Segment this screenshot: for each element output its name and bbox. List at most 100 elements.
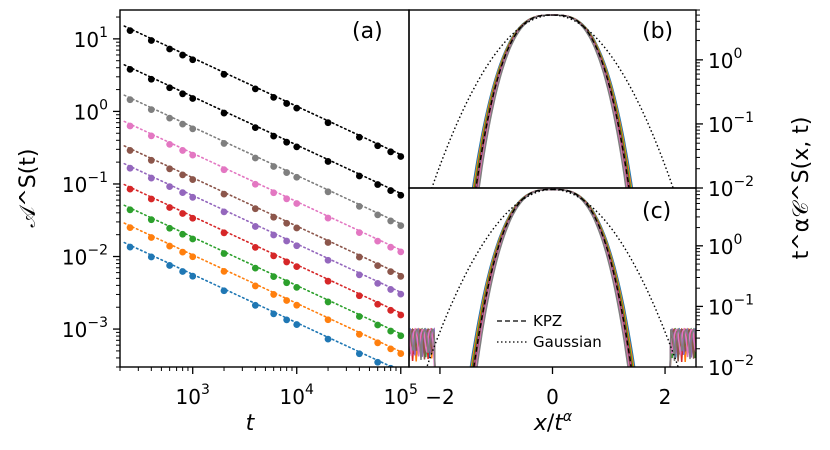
series-5-point-12 [374, 279, 382, 287]
series-4-point-12 [374, 262, 382, 270]
series-3-point-9 [293, 200, 301, 207]
series-1-point-4 [189, 95, 197, 102]
series-8-point-6 [251, 282, 259, 290]
a-y-tick-label-2: 10−1 [62, 170, 108, 197]
series-9-point-0 [126, 243, 134, 251]
series-2-point-4 [189, 125, 197, 133]
series-9-point-3 [179, 268, 187, 275]
series-1-point-0 [126, 65, 134, 73]
series-7-point-0 [126, 206, 134, 214]
c-gaussian-curve [426, 188, 679, 367]
series-3-point-2 [166, 140, 174, 148]
b-y-tick-label-1: 10−1 [708, 110, 754, 137]
series-8-point-12 [374, 339, 382, 347]
series-0-point-12 [374, 142, 382, 150]
panel-c-data-layer [409, 188, 696, 367]
series-0-point-3 [179, 51, 187, 59]
series-0-point-5 [220, 70, 228, 78]
series-0-point-14 [397, 153, 405, 160]
series-3-point-3 [179, 147, 187, 154]
series-3-point-4 [189, 151, 197, 159]
series-4-point-0 [126, 147, 134, 154]
series-9-point-12 [374, 358, 382, 366]
series-5-point-8 [283, 237, 291, 245]
series-1-point-11 [355, 172, 363, 180]
series-3-point-0 [126, 122, 134, 130]
series-4-point-1 [147, 156, 155, 164]
series-3-point-1 [147, 132, 155, 140]
panel-bc-y-axis-label: t^α𝒞^S(x, t) [789, 117, 814, 260]
series-8-point-0 [126, 224, 134, 232]
series-6-point-8 [283, 258, 291, 266]
series-2-point-10 [324, 188, 332, 196]
series-1-point-5 [220, 109, 228, 117]
series-4-point-4 [189, 176, 197, 183]
series-5-point-9 [293, 242, 301, 250]
series-9-point-7 [270, 310, 278, 318]
series-8-point-3 [179, 248, 187, 256]
panel-b-ticks: 10−2 10−1 100 [696, 9, 754, 201]
series-0-point-2 [166, 45, 174, 53]
panel-a-x-axis-label: t [246, 411, 256, 436]
series-6-point-5 [220, 229, 228, 237]
panel-a-tag: (a) [352, 19, 383, 44]
series-2-point-12 [374, 211, 382, 219]
legend-gaussian-label: Gaussian [533, 333, 602, 351]
series-3-point-13 [387, 243, 395, 251]
series-1-point-10 [324, 158, 332, 165]
series-9-point-1 [147, 253, 155, 261]
panel-a-amplitude: 103 104 105 10−3 10−2 10−1 100 101 (a) t 𝒜^S(t) [16, 9, 418, 436]
series-9-point-6 [251, 301, 259, 309]
series-0-point-10 [324, 119, 332, 127]
series-2-point-14 [397, 222, 405, 230]
series-7-point-3 [179, 230, 187, 238]
series-6-point-3 [179, 210, 187, 217]
series-7-point-14 [397, 332, 405, 340]
series-0-point-8 [283, 100, 291, 107]
panel-b-data-layer [431, 14, 674, 188]
series-8-point-9 [293, 301, 301, 309]
series-6-point-13 [387, 306, 395, 314]
a-x-tick-label-2: 105 [384, 382, 418, 409]
series-5-point-3 [179, 189, 187, 197]
series-7-point-10 [324, 298, 332, 306]
series-9-point-5 [220, 287, 228, 295]
series-6-point-9 [293, 263, 301, 271]
series-8-point-1 [147, 234, 155, 241]
series-2-point-3 [179, 120, 187, 128]
series-1-point-1 [147, 75, 155, 83]
series-0-point-4 [189, 56, 197, 64]
series-8-point-4 [189, 253, 197, 261]
panel-a-ticks: 103 104 105 10−3 10−2 10−1 100 101 [62, 16, 418, 409]
a-y-tick-label-4: 101 [74, 25, 108, 52]
panel-c-correlation: 10−2 10−1 100 −2 0 2 (c) x/tα KPZ Gaussian [408, 187, 754, 436]
c-kpz-curve [473, 188, 632, 367]
b-y-tick-label-2: 100 [708, 46, 742, 73]
series-0-point-0 [126, 27, 134, 35]
series-3-point-6 [251, 180, 259, 188]
series-7-point-4 [189, 235, 197, 243]
series-9-point-2 [166, 262, 174, 269]
legend-kpz-label: KPZ [533, 312, 562, 330]
series-9-point-4 [189, 272, 197, 280]
series-7-point-12 [374, 321, 382, 329]
series-4-point-13 [387, 268, 395, 276]
series-4-point-7 [270, 213, 278, 221]
c-y-tick-label-0: 10−2 [708, 353, 754, 380]
series-6-point-7 [270, 252, 278, 260]
series-8-point-11 [355, 330, 363, 338]
series-8-point-10 [324, 316, 332, 324]
series-7-point-9 [293, 283, 301, 291]
series-0-point-9 [293, 104, 301, 112]
series-5-point-1 [147, 174, 155, 182]
series-5-point-5 [220, 208, 228, 216]
series-6-point-6 [251, 243, 259, 251]
series-4-point-10 [324, 239, 332, 246]
series-8-point-2 [166, 242, 174, 250]
series-4-point-9 [293, 224, 301, 232]
series-5-point-11 [355, 271, 363, 279]
series-3-point-14 [397, 248, 405, 256]
series-1-point-14 [397, 191, 405, 199]
series-6-point-1 [147, 195, 155, 203]
series-3-point-11 [355, 229, 363, 237]
